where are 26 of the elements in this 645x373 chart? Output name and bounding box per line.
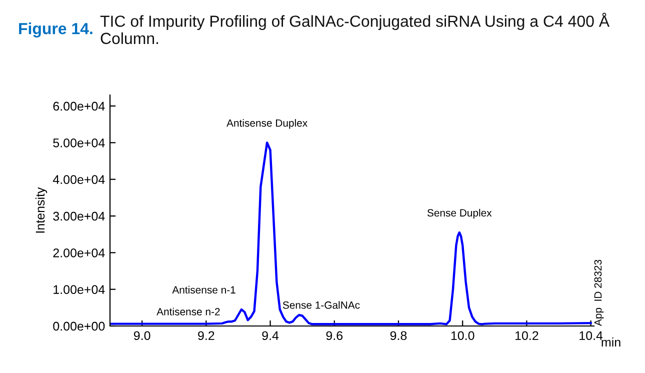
- y-tick-label: 0.00e+00: [53, 322, 105, 331]
- y-tick-label: 4.00e+04: [52, 175, 105, 184]
- annotation: Antisense n-1: [172, 286, 236, 294]
- y-tick-label: 2.00e+04: [53, 248, 105, 258]
- x-axis-title: min: [602, 338, 620, 347]
- y-tick-label: 5.00e+04: [53, 138, 105, 148]
- x-tick-label: 9.0: [134, 331, 150, 340]
- x-tick-label: 9.2: [198, 331, 214, 340]
- text: App ID 28323: [594, 260, 604, 326]
- annotation: Sense 1-GalNAc: [282, 301, 360, 309]
- x-tick-label: 9.4: [262, 331, 279, 340]
- y-axis-title: Intensity: [35, 187, 48, 233]
- x-tick-label: 9.8: [390, 331, 407, 340]
- annotation: Antisense Duplex: [226, 119, 308, 129]
- y-tick-label: 6.00e+04: [53, 102, 105, 111]
- chart-subtitle: TIC of Impurity Profiling of GalNAc-Conjugated siRNA Using a C4 400 Å Column.: [100, 12, 610, 44]
- chart-title: Figure 14.: [19, 22, 92, 38]
- x-tick-label: 9.6: [326, 331, 343, 340]
- annotation: Antisense n-2: [156, 308, 220, 316]
- y-tick-label: 3.00e+04: [53, 212, 105, 221]
- x-tick-label: 10.2: [515, 331, 538, 340]
- x-tick-label: 10.4: [580, 331, 603, 340]
- y-tick-label: 1.00e+04: [54, 285, 105, 294]
- annotation: Sense Duplex: [427, 208, 492, 219]
- x-tick-label: 10.0: [451, 331, 474, 340]
- line-series: [110, 142, 592, 326]
